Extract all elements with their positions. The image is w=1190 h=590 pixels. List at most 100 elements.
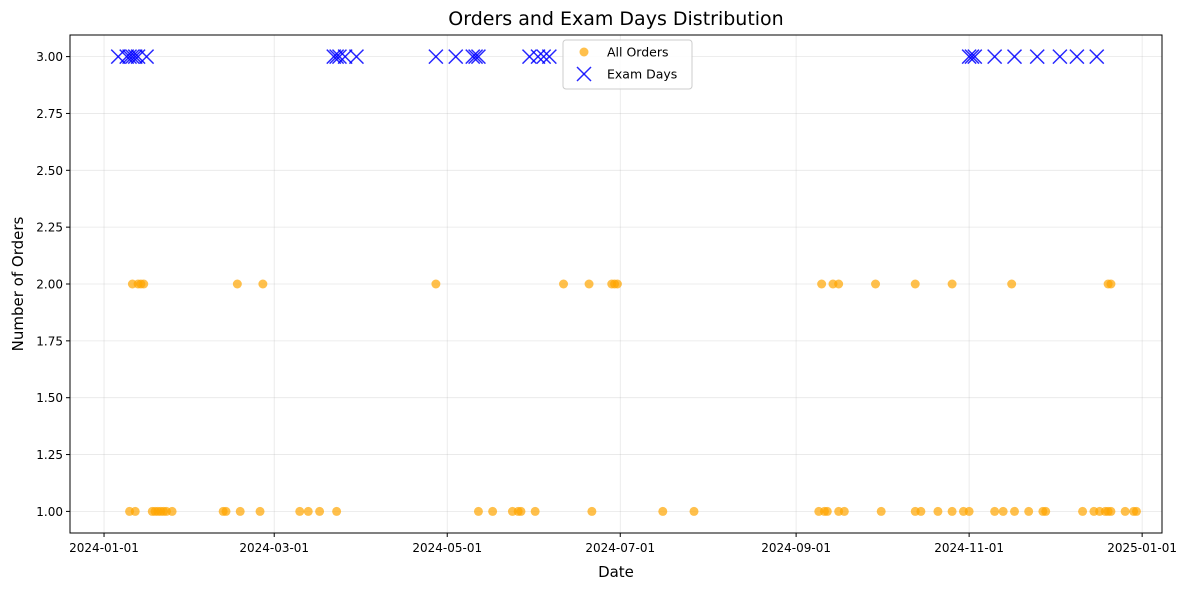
exam-day-point bbox=[1052, 49, 1068, 65]
grid-layer bbox=[70, 35, 1162, 533]
legend: All Orders Exam Days bbox=[562, 39, 693, 90]
exam-day-point bbox=[331, 49, 347, 65]
exam-day-point bbox=[536, 49, 552, 65]
all-orders-point bbox=[167, 506, 177, 516]
y-tick-label: 1.00 bbox=[36, 505, 63, 519]
all-orders-point bbox=[315, 506, 325, 516]
all-orders-point bbox=[916, 506, 926, 516]
all-orders-point bbox=[559, 279, 569, 289]
all-orders-point bbox=[817, 279, 827, 289]
x-axis-label: Date bbox=[598, 563, 634, 581]
all-orders-point bbox=[1010, 506, 1020, 516]
all-orders-point bbox=[431, 279, 441, 289]
exam-day-point bbox=[465, 49, 481, 65]
all-orders-point bbox=[130, 506, 140, 516]
all-orders-point bbox=[658, 506, 668, 516]
chart-title: Orders and Exam Days Distribution bbox=[448, 8, 783, 30]
all-orders-point bbox=[1024, 506, 1034, 516]
all-orders-point bbox=[1120, 506, 1130, 516]
all-orders-point bbox=[834, 279, 844, 289]
all-orders-point bbox=[530, 506, 540, 516]
exam-day-point bbox=[348, 49, 365, 65]
exam-day-point bbox=[139, 49, 155, 65]
exam-day-point bbox=[964, 49, 980, 65]
all-orders-point bbox=[587, 506, 597, 516]
all-orders-point bbox=[612, 279, 622, 289]
all-orders-point bbox=[332, 506, 342, 516]
exam-day-point bbox=[1029, 49, 1045, 65]
all-orders-point bbox=[1106, 279, 1116, 289]
exam-day-point bbox=[326, 49, 342, 65]
all-orders-point bbox=[473, 506, 483, 516]
y-tick-label: 1.75 bbox=[36, 334, 63, 348]
all-orders-point bbox=[910, 279, 920, 289]
legend-all-orders-marker bbox=[579, 47, 589, 57]
y-tick-label: 2.75 bbox=[36, 107, 63, 121]
all-orders-point bbox=[295, 506, 305, 516]
y-tick-label: 1.50 bbox=[36, 391, 63, 405]
legend-exam-days-marker bbox=[576, 66, 592, 82]
tick-layer: 2024-01-01 2024-03-01 2024-05-01 2024-07-01… bbox=[36, 50, 1177, 555]
y-tick-label: 2.50 bbox=[36, 164, 63, 178]
all-orders-point bbox=[876, 506, 886, 516]
exam-day-point bbox=[541, 49, 557, 65]
x-tick-label: 2024-05-01 bbox=[412, 541, 482, 555]
all-orders-point bbox=[990, 506, 1000, 516]
all-orders-point bbox=[1041, 506, 1051, 516]
x-tick-label: 2024-11-01 bbox=[934, 541, 1004, 555]
all-orders-point bbox=[139, 279, 149, 289]
all-orders-point bbox=[258, 279, 268, 289]
y-tick-label: 2.25 bbox=[36, 221, 63, 235]
y-axis-label: Number of Orders bbox=[9, 216, 27, 351]
exam-day-point bbox=[448, 49, 464, 65]
exam-day-point bbox=[337, 49, 353, 65]
all-orders-point bbox=[516, 506, 526, 516]
exam-day-point bbox=[124, 49, 140, 65]
all-orders-point bbox=[303, 506, 313, 516]
exam-day-point bbox=[530, 49, 546, 65]
exam-day-point bbox=[1069, 49, 1085, 65]
all-orders-series bbox=[125, 279, 1141, 516]
all-orders-point bbox=[998, 506, 1008, 516]
x-tick-label: 2024-01-01 bbox=[69, 541, 139, 555]
exam-day-point bbox=[428, 49, 444, 65]
all-orders-point bbox=[1131, 506, 1141, 516]
all-orders-point bbox=[584, 279, 594, 289]
exam-day-point bbox=[1006, 49, 1023, 65]
all-orders-point bbox=[839, 506, 849, 516]
all-orders-point bbox=[689, 506, 699, 516]
legend-exam-days-label: Exam Days bbox=[607, 67, 677, 82]
exam-day-point bbox=[127, 49, 143, 65]
all-orders-point bbox=[964, 506, 974, 516]
exam-day-point bbox=[1089, 49, 1105, 65]
all-orders-point bbox=[933, 506, 943, 516]
x-tick-label: 2025-01-01 bbox=[1107, 541, 1177, 555]
y-tick-label: 2.00 bbox=[36, 278, 63, 292]
y-tick-label: 1.25 bbox=[36, 448, 63, 462]
all-orders-point bbox=[488, 506, 498, 516]
all-orders-point bbox=[232, 279, 242, 289]
all-orders-point bbox=[1078, 506, 1088, 516]
all-orders-point bbox=[235, 506, 245, 516]
y-tick-label: 3.00 bbox=[36, 50, 63, 64]
exam-day-point bbox=[961, 49, 977, 65]
exam-day-point bbox=[967, 49, 983, 65]
exam-day-point bbox=[468, 49, 484, 65]
all-orders-point bbox=[221, 506, 231, 516]
exam-day-point bbox=[470, 49, 486, 65]
legend-all-orders-label: All Orders bbox=[607, 45, 669, 60]
all-orders-point bbox=[947, 506, 957, 516]
x-tick-label: 2024-03-01 bbox=[239, 541, 309, 555]
x-tick-label: 2024-07-01 bbox=[585, 541, 655, 555]
all-orders-point bbox=[871, 279, 881, 289]
legend-box bbox=[562, 39, 693, 90]
all-orders-point bbox=[255, 506, 265, 516]
all-orders-point bbox=[822, 506, 832, 516]
exam-days-series bbox=[110, 49, 1105, 65]
x-tick-label: 2024-09-01 bbox=[761, 541, 831, 555]
all-orders-point bbox=[1007, 279, 1017, 289]
all-orders-point bbox=[1106, 506, 1116, 516]
